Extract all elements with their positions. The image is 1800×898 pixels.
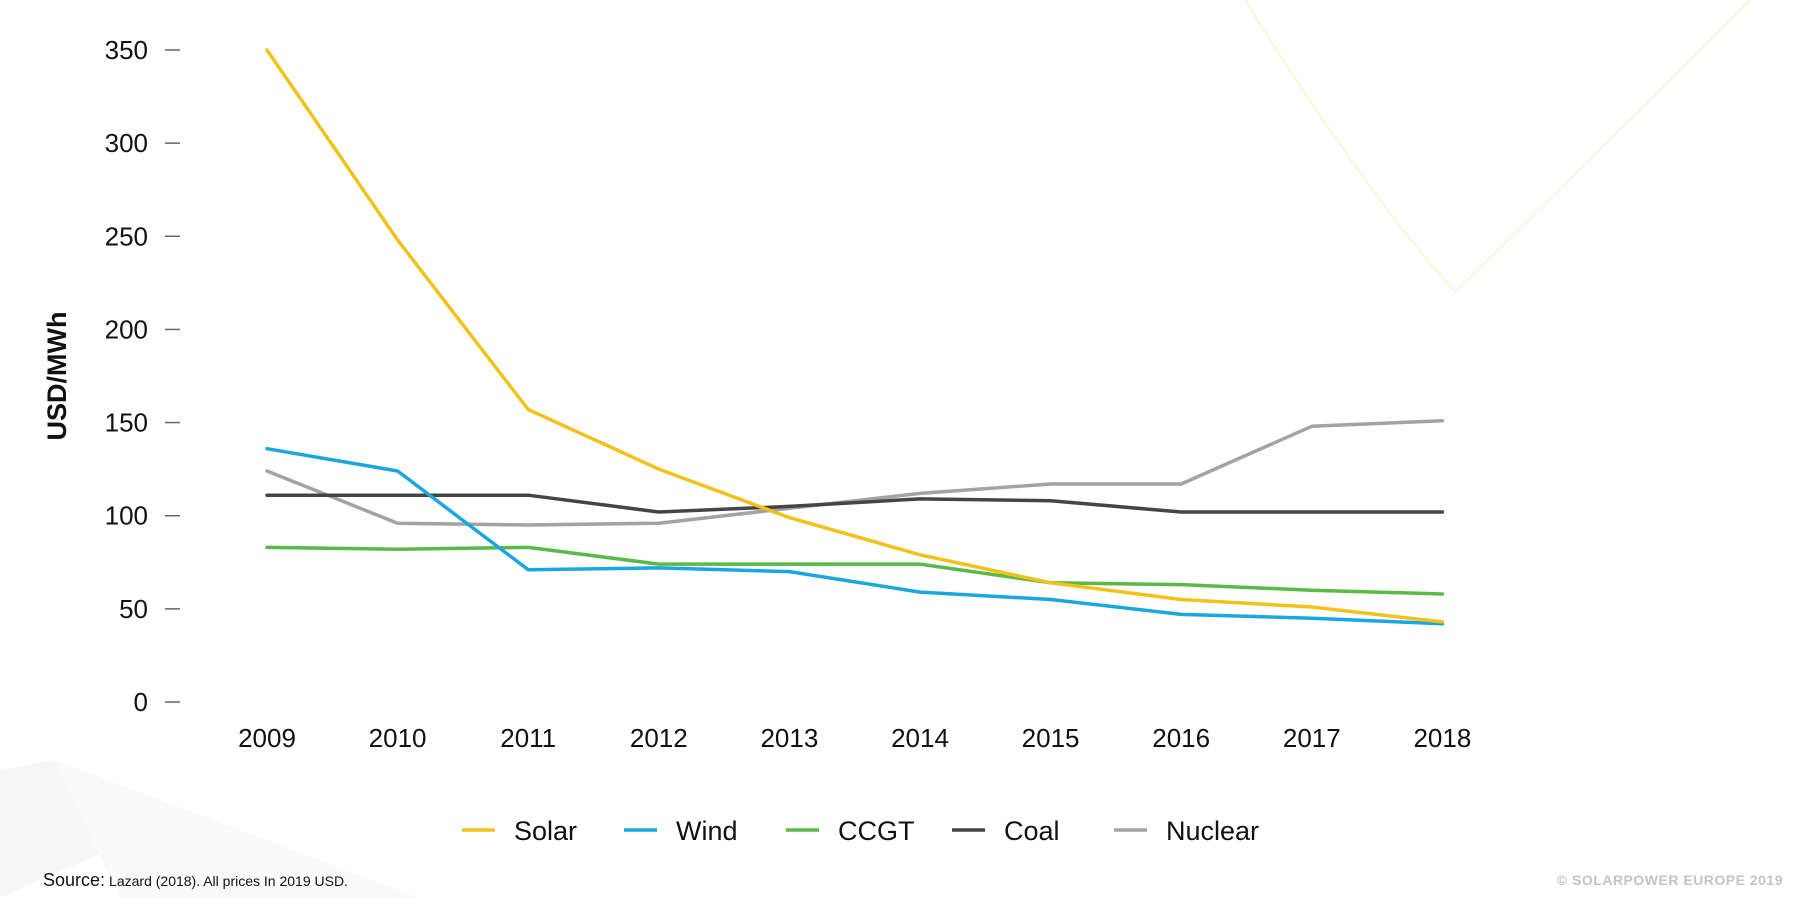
series-line-wind bbox=[265, 446, 1445, 626]
legend-item-coal: Coal bbox=[952, 816, 1060, 846]
x-tick-label: 2015 bbox=[1022, 723, 1080, 753]
decorative-arc bbox=[1244, 0, 1751, 294]
y-tick-label: 250 bbox=[105, 221, 148, 251]
source-label: Source: bbox=[43, 870, 106, 890]
x-tick-label: 2012 bbox=[630, 723, 688, 753]
background-decoration bbox=[0, 0, 1751, 898]
y-tick-label: 150 bbox=[105, 408, 148, 438]
series-line-coal bbox=[265, 493, 1445, 514]
source-text: Lazard (2018). All prices In 2019 USD. bbox=[109, 873, 348, 889]
decorative-shape bbox=[55, 760, 420, 898]
x-tick-label: 2014 bbox=[891, 723, 949, 753]
legend-item-wind: Wind bbox=[624, 816, 738, 846]
x-tick-label: 2017 bbox=[1283, 723, 1341, 753]
x-tick-label: 2009 bbox=[238, 723, 296, 753]
x-tick-label: 2013 bbox=[760, 723, 818, 753]
decorative-shape bbox=[0, 760, 120, 898]
legend-item-nuclear: Nuclear bbox=[1114, 816, 1259, 846]
y-tick-label: 350 bbox=[105, 35, 148, 65]
series-line-nuclear bbox=[265, 418, 1445, 527]
y-tick-label: 200 bbox=[105, 314, 148, 344]
series-line-solar bbox=[265, 48, 1445, 624]
y-axis-title: USD/MWh bbox=[42, 312, 72, 441]
x-tick-label: 2010 bbox=[369, 723, 427, 753]
x-tick-label: 2018 bbox=[1413, 723, 1471, 753]
legend-item-solar: Solar bbox=[462, 816, 577, 846]
legend-item-ccgt: CCGT bbox=[786, 816, 915, 846]
legend-label: Wind bbox=[676, 816, 738, 846]
y-tick-label: 300 bbox=[105, 128, 148, 158]
y-axis: 0 50 100 150 200 250 300 350 bbox=[105, 35, 180, 717]
y-tick-label: 100 bbox=[105, 501, 148, 531]
legend-label: CCGT bbox=[838, 816, 915, 846]
x-tick-label: 2016 bbox=[1152, 723, 1210, 753]
x-axis: 2009 2010 2011 2012 2013 2014 2015 2016 2017 2018 bbox=[238, 723, 1471, 753]
x-tick-label: 2011 bbox=[500, 723, 556, 753]
y-tick-label: 0 bbox=[134, 687, 148, 717]
series-line-ccgt bbox=[265, 545, 1445, 596]
legend-label: Coal bbox=[1004, 816, 1060, 846]
legend: Solar Wind CCGT Coal Nuclear bbox=[462, 816, 1259, 846]
plot-area bbox=[265, 48, 1445, 626]
copyright-notice: © SOLARPOWER EUROPE 2019 bbox=[1556, 872, 1783, 888]
y-tick-label: 50 bbox=[119, 594, 148, 624]
source-note: Source: Lazard (2018). All prices In 2019… bbox=[43, 870, 348, 891]
legend-label: Nuclear bbox=[1166, 816, 1259, 846]
legend-label: Solar bbox=[514, 816, 577, 846]
